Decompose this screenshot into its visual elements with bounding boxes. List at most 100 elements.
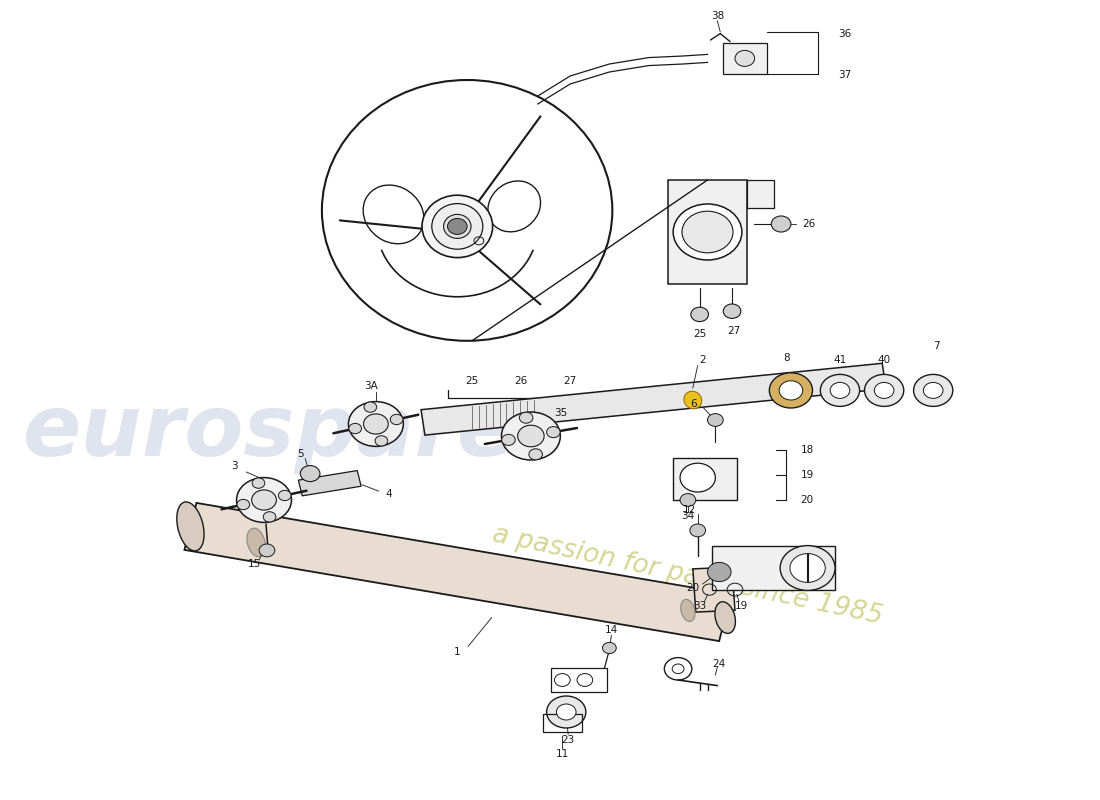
Bar xyxy=(673,458,737,500)
Text: 34: 34 xyxy=(681,511,694,521)
Circle shape xyxy=(364,402,376,412)
Circle shape xyxy=(349,423,362,434)
Circle shape xyxy=(707,414,723,426)
Circle shape xyxy=(502,434,515,446)
Circle shape xyxy=(780,546,835,590)
Circle shape xyxy=(278,490,292,501)
Text: 27: 27 xyxy=(727,326,740,336)
Circle shape xyxy=(263,512,276,522)
Circle shape xyxy=(673,204,741,260)
Circle shape xyxy=(529,449,542,460)
Circle shape xyxy=(790,554,825,582)
Text: 41: 41 xyxy=(834,355,847,365)
Circle shape xyxy=(375,436,387,446)
Text: 3: 3 xyxy=(231,462,238,471)
Ellipse shape xyxy=(432,204,483,249)
Circle shape xyxy=(603,642,616,654)
Text: 2: 2 xyxy=(700,355,706,365)
Text: 23: 23 xyxy=(562,735,575,745)
Circle shape xyxy=(680,494,695,506)
Ellipse shape xyxy=(684,391,702,409)
Circle shape xyxy=(769,373,813,408)
Text: a passion for parts since 1985: a passion for parts since 1985 xyxy=(491,522,886,630)
Text: 40: 40 xyxy=(878,355,891,365)
Circle shape xyxy=(252,490,276,510)
Circle shape xyxy=(547,696,586,728)
Circle shape xyxy=(680,463,715,492)
Text: 37: 37 xyxy=(838,70,851,80)
Text: 15: 15 xyxy=(248,559,261,569)
Text: 19: 19 xyxy=(801,470,814,480)
Ellipse shape xyxy=(443,214,471,238)
Polygon shape xyxy=(421,363,887,435)
Circle shape xyxy=(914,374,953,406)
Polygon shape xyxy=(693,567,735,612)
Text: 3A: 3A xyxy=(364,381,377,390)
Circle shape xyxy=(821,374,859,406)
Bar xyxy=(723,43,768,74)
Circle shape xyxy=(236,478,292,522)
Text: 38: 38 xyxy=(711,11,724,21)
Text: 27: 27 xyxy=(563,376,576,386)
Circle shape xyxy=(923,382,943,398)
Ellipse shape xyxy=(246,528,265,557)
Text: 8: 8 xyxy=(783,354,790,363)
Text: 18: 18 xyxy=(801,446,814,455)
Text: 33: 33 xyxy=(693,601,706,610)
Text: 25: 25 xyxy=(693,330,706,339)
Circle shape xyxy=(735,50,755,66)
Circle shape xyxy=(707,562,732,582)
Circle shape xyxy=(252,478,265,488)
Circle shape xyxy=(830,382,850,398)
Text: 26: 26 xyxy=(802,219,815,229)
Circle shape xyxy=(723,304,741,318)
Text: 20: 20 xyxy=(686,583,700,593)
Circle shape xyxy=(300,466,320,482)
Circle shape xyxy=(874,382,894,398)
Circle shape xyxy=(771,216,791,232)
Text: 20: 20 xyxy=(801,495,814,505)
Circle shape xyxy=(519,412,532,423)
Circle shape xyxy=(448,218,468,234)
Circle shape xyxy=(502,412,560,460)
Circle shape xyxy=(557,704,576,720)
Bar xyxy=(550,668,607,692)
Text: 11: 11 xyxy=(556,749,569,758)
Text: 12: 12 xyxy=(683,505,696,514)
Bar xyxy=(669,180,747,284)
Text: 7: 7 xyxy=(933,342,939,351)
Text: eurospares: eurospares xyxy=(23,390,568,474)
Circle shape xyxy=(682,211,733,253)
Text: 24: 24 xyxy=(713,659,726,669)
Text: 25: 25 xyxy=(465,376,478,386)
Circle shape xyxy=(260,544,275,557)
Bar xyxy=(747,180,774,208)
Bar xyxy=(713,546,835,590)
Text: 19: 19 xyxy=(735,601,748,610)
Circle shape xyxy=(518,426,544,446)
Circle shape xyxy=(779,381,803,400)
Polygon shape xyxy=(185,503,732,641)
Circle shape xyxy=(691,307,708,322)
Polygon shape xyxy=(298,470,361,496)
Circle shape xyxy=(349,402,404,446)
Circle shape xyxy=(547,426,560,438)
Text: 6: 6 xyxy=(691,399,697,409)
Bar xyxy=(542,714,582,732)
Text: 36: 36 xyxy=(838,29,851,38)
Circle shape xyxy=(363,414,388,434)
Text: 35: 35 xyxy=(553,408,566,418)
Ellipse shape xyxy=(681,599,695,622)
Text: 26: 26 xyxy=(515,376,528,386)
Circle shape xyxy=(236,499,250,510)
Text: 4: 4 xyxy=(385,490,392,499)
Ellipse shape xyxy=(422,195,493,258)
Circle shape xyxy=(690,524,705,537)
Ellipse shape xyxy=(715,602,736,634)
Circle shape xyxy=(390,414,403,425)
Circle shape xyxy=(865,374,904,406)
Text: 14: 14 xyxy=(605,626,618,635)
Ellipse shape xyxy=(177,502,205,551)
Text: 1: 1 xyxy=(454,647,461,657)
Text: 5: 5 xyxy=(297,450,304,459)
